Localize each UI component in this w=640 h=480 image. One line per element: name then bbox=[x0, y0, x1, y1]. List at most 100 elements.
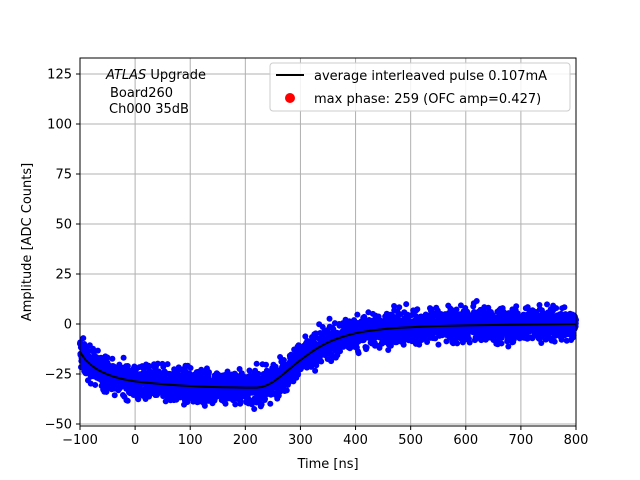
series-average-line bbox=[79, 323, 577, 389]
data-point bbox=[454, 340, 461, 347]
legend-entry-average-pulse: average interleaved pulse 0.107mA bbox=[314, 69, 547, 84]
data-point bbox=[251, 406, 258, 413]
data-point bbox=[542, 336, 549, 343]
data-point bbox=[267, 400, 274, 407]
data-point bbox=[553, 305, 560, 312]
data-point bbox=[283, 387, 290, 394]
data-point bbox=[466, 339, 473, 346]
data-point bbox=[561, 304, 568, 311]
data-point bbox=[318, 358, 325, 365]
y-tick-label: 0 bbox=[64, 318, 72, 333]
data-point bbox=[232, 401, 239, 408]
y-ticks: −50 −25 0 25 50 75 100 125 bbox=[45, 68, 80, 433]
x-tick-label: 100 bbox=[178, 433, 203, 448]
annotation-upgrade: Upgrade bbox=[146, 68, 206, 83]
data-point bbox=[435, 341, 442, 348]
x-tick-label: 600 bbox=[453, 433, 478, 448]
x-tick-label: 800 bbox=[564, 433, 589, 448]
data-point bbox=[498, 340, 505, 347]
data-point bbox=[246, 367, 253, 374]
data-point bbox=[262, 395, 269, 402]
data-point bbox=[80, 335, 87, 342]
x-ticks: −100 0 100 200 300 400 500 600 700 800 bbox=[62, 426, 588, 448]
data-point bbox=[124, 397, 131, 404]
y-tick-label: 100 bbox=[47, 118, 72, 133]
data-point bbox=[258, 401, 265, 408]
data-point bbox=[154, 360, 161, 367]
legend: average interleaved pulse 0.107mA max ph… bbox=[269, 62, 571, 112]
x-tick-label: 0 bbox=[131, 433, 139, 448]
data-point bbox=[280, 357, 287, 364]
data-point bbox=[414, 306, 421, 313]
data-point bbox=[363, 344, 370, 351]
data-point bbox=[498, 334, 505, 341]
data-point bbox=[224, 368, 231, 375]
data-point bbox=[544, 301, 551, 308]
y-tick-label: 50 bbox=[55, 218, 72, 233]
data-point bbox=[387, 342, 394, 349]
x-axis-label: Time [ns] bbox=[296, 457, 358, 472]
data-point bbox=[400, 341, 407, 348]
x-tick-label: 700 bbox=[508, 433, 533, 448]
data-point bbox=[312, 367, 319, 374]
data-point bbox=[570, 332, 577, 339]
x-tick-label: 400 bbox=[343, 433, 368, 448]
y-axis-label: Amplitude [ADC Counts] bbox=[20, 163, 35, 321]
plot-frame bbox=[79, 57, 577, 427]
y-tick-label: −25 bbox=[45, 368, 72, 383]
annotation-line-1: ATLAS Upgrade bbox=[105, 68, 206, 83]
data-point bbox=[505, 343, 512, 350]
y-tick-label: 25 bbox=[55, 268, 72, 283]
y-tick-label: 75 bbox=[55, 168, 72, 183]
legend-box bbox=[269, 62, 571, 112]
data-point bbox=[424, 338, 431, 345]
data-point bbox=[92, 381, 99, 388]
x-tick-label: 500 bbox=[398, 433, 423, 448]
data-point bbox=[120, 354, 127, 361]
data-point bbox=[205, 369, 212, 376]
data-point bbox=[109, 355, 116, 362]
data-point bbox=[416, 341, 423, 348]
data-point bbox=[473, 298, 480, 305]
x-tick-label: 300 bbox=[288, 433, 313, 448]
legend-marker-swatch bbox=[285, 93, 295, 103]
scatter-points bbox=[77, 298, 579, 413]
data-point bbox=[85, 348, 92, 355]
data-point bbox=[222, 400, 229, 407]
data-point bbox=[124, 363, 131, 370]
annotation-atlas: ATLAS bbox=[105, 68, 146, 83]
data-point bbox=[253, 360, 260, 367]
annotation-line-3: Ch000 35dB bbox=[109, 102, 189, 117]
data-point bbox=[111, 392, 118, 399]
data-point bbox=[328, 358, 335, 365]
data-point bbox=[160, 363, 167, 370]
data-point bbox=[558, 336, 565, 343]
data-point bbox=[428, 306, 435, 313]
data-point bbox=[104, 354, 111, 361]
data-point bbox=[263, 361, 270, 368]
legend-entry-max-phase: max phase: 259 (OFC amp=0.427) bbox=[314, 92, 541, 107]
data-point bbox=[313, 362, 320, 369]
data-point bbox=[164, 361, 171, 368]
data-point bbox=[453, 306, 460, 313]
data-point bbox=[354, 311, 361, 318]
x-tick-label: 200 bbox=[233, 433, 258, 448]
y-tick-label: 125 bbox=[47, 68, 72, 83]
data-point bbox=[403, 301, 410, 308]
data-point bbox=[355, 350, 362, 357]
y-tick-label: −50 bbox=[45, 418, 72, 433]
data-point bbox=[391, 303, 398, 309]
data-point bbox=[326, 315, 333, 322]
annotation-line-2: Board260 bbox=[110, 86, 173, 101]
data-point bbox=[248, 400, 255, 407]
data-point bbox=[94, 347, 101, 354]
x-tick-label: −100 bbox=[62, 433, 98, 448]
data-point bbox=[187, 364, 194, 371]
data-point bbox=[145, 362, 152, 369]
data-point bbox=[551, 338, 558, 345]
data-point bbox=[135, 396, 142, 403]
data-point bbox=[396, 304, 403, 311]
data-point bbox=[538, 340, 545, 347]
data-point bbox=[457, 302, 464, 309]
data-point bbox=[513, 303, 520, 310]
